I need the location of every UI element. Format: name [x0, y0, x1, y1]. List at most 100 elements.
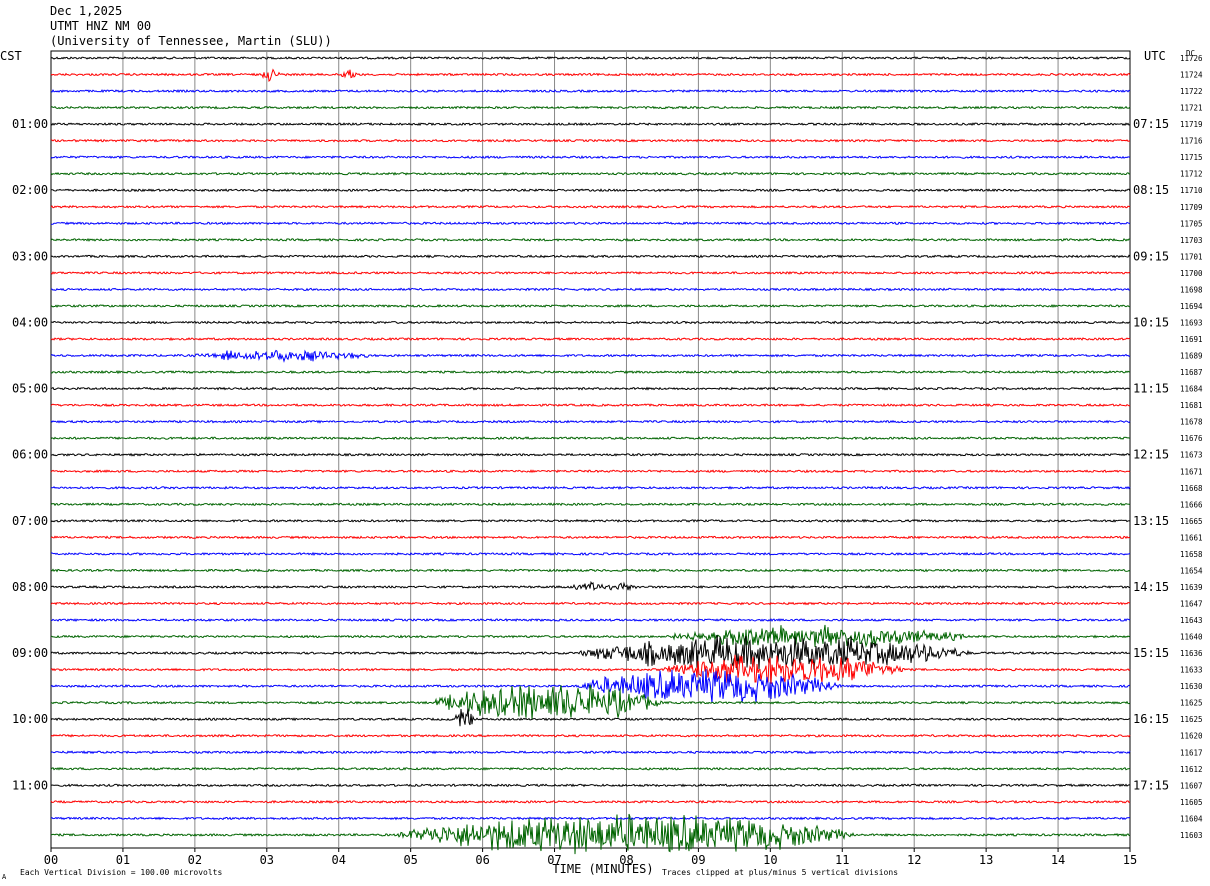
trace-line: [50, 171, 1131, 176]
dc-offset-label: 11640: [1180, 633, 1203, 642]
dc-offset-label: 11693: [1180, 318, 1203, 327]
x-tick-label: 00: [44, 853, 58, 867]
trace-line: [50, 813, 1131, 855]
dc-offset-label: 11620: [1180, 732, 1203, 741]
x-tick-label: 04: [332, 853, 346, 867]
trace-line: [50, 403, 1131, 408]
dc-offset-label: 11630: [1180, 682, 1203, 691]
plot-frame: [50, 50, 1131, 849]
trace-line: [50, 271, 1131, 275]
trace-line: [50, 254, 1131, 259]
dc-offset-label: 11603: [1180, 831, 1203, 840]
trace-line: [50, 502, 1131, 507]
trace-line: [50, 469, 1131, 474]
dc-offset-label: 11678: [1180, 418, 1203, 427]
trace-line: [50, 436, 1131, 441]
left-hour-label: 02:00: [12, 183, 48, 197]
x-tick-label: 08: [619, 853, 633, 867]
dc-offset-label: 11684: [1180, 385, 1203, 394]
left-hour-label: 05:00: [12, 382, 48, 396]
trace-line: [50, 654, 1131, 684]
dc-offset-label: 11612: [1180, 765, 1203, 774]
trace-line: [50, 568, 1131, 573]
trace-line: [50, 783, 1131, 788]
trace-line: [50, 68, 1131, 83]
trace-line: [50, 485, 1131, 490]
trace-line: [50, 816, 1131, 821]
trace-line: [50, 518, 1131, 523]
corner-mark: A: [2, 873, 7, 881]
trace-line: [50, 601, 1131, 606]
right-hour-label: 09:15: [1133, 249, 1169, 263]
dc-offset-label: 11705: [1180, 219, 1203, 228]
trace-line: [50, 733, 1131, 738]
trace-line: [50, 337, 1131, 342]
trace-line: [50, 320, 1131, 325]
dc-offset-label: 11604: [1180, 814, 1203, 823]
dc-offset-label: 11625: [1180, 699, 1203, 708]
dc-offset-label: 11716: [1180, 137, 1203, 146]
right-hour-label: 15:15: [1133, 646, 1169, 660]
dc-offset-label: 11724: [1180, 71, 1203, 80]
dc-offset-label: 11605: [1180, 798, 1203, 807]
x-tick-label: 09: [691, 853, 705, 867]
dc-offset-label: 11633: [1180, 666, 1203, 675]
dc-offset-label: 11658: [1180, 550, 1203, 559]
dc-offset-label: 11681: [1180, 401, 1203, 410]
dc-offset-label: 11710: [1180, 186, 1203, 195]
trace-line: [50, 287, 1131, 292]
dc-offset-label: 11665: [1180, 517, 1203, 526]
header-station: UTMT HNZ NM 00: [50, 19, 152, 33]
dc-offset-label: 11687: [1180, 368, 1203, 377]
right-hour-label: 14:15: [1133, 580, 1169, 594]
axis-labels: 11726 11724 11722 11721 11719 11716 11715 11712…: [0, 49, 1203, 881]
trace-line: [50, 105, 1131, 110]
x-tick-label: 06: [475, 853, 489, 867]
trace-line: [50, 419, 1131, 424]
trace-line: [50, 750, 1131, 755]
left-hour-label: 08:00: [12, 580, 48, 594]
trace-line: [50, 237, 1131, 242]
dc-offset-label: 11712: [1180, 170, 1203, 179]
x-tick-label: 07: [547, 853, 561, 867]
dc-column-label: DC: [1186, 49, 1195, 58]
left-timezone-label: CST: [0, 49, 22, 63]
dc-offset-label: 11722: [1180, 87, 1203, 96]
trace-line: [50, 138, 1130, 143]
trace-line: [50, 386, 1131, 391]
x-tick-label: 12: [907, 853, 921, 867]
trace-line: [50, 766, 1131, 771]
right-hour-label: 10:15: [1133, 315, 1169, 329]
dc-offset-label: 11719: [1180, 120, 1203, 129]
left-hour-label: 04:00: [12, 315, 48, 329]
dc-offset-label: 11709: [1180, 203, 1203, 212]
right-hour-label: 17:15: [1133, 778, 1169, 792]
x-tick-label: 13: [979, 853, 993, 867]
dc-offset-label: 11721: [1180, 104, 1203, 113]
right-hour-label: 16:15: [1133, 712, 1169, 726]
x-tick-label: 01: [116, 853, 130, 867]
trace-line: [50, 708, 1131, 727]
dc-offset-label: 11617: [1180, 748, 1203, 757]
left-hour-label: 06:00: [12, 448, 48, 462]
left-hour-label: 09:00: [12, 646, 48, 660]
right-timezone-label: UTC: [1144, 49, 1166, 63]
dc-offset-label: 11625: [1180, 715, 1203, 724]
trace-line: [50, 452, 1131, 457]
trace-line: [50, 155, 1131, 160]
trace-line: [50, 580, 1131, 592]
right-hour-label: 11:15: [1133, 382, 1169, 396]
trace-line: [50, 635, 1131, 670]
scale-note: Each Vertical Division = 100.00 microvol…: [20, 868, 222, 877]
x-tick-label: 03: [260, 853, 274, 867]
trace-line: [50, 535, 1131, 540]
trace-line: [50, 188, 1131, 193]
dc-offset-label: 11607: [1180, 781, 1203, 790]
trace-line: [50, 303, 1131, 308]
dc-offset-label: 11673: [1180, 451, 1203, 460]
left-hour-label: 01:00: [12, 117, 48, 131]
dc-offset-label: 11671: [1180, 467, 1203, 476]
x-tick-label: 15: [1123, 853, 1137, 867]
trace-line: [51, 221, 1131, 226]
header-network: (University of Tennessee, Martin (SLU)): [50, 34, 332, 48]
